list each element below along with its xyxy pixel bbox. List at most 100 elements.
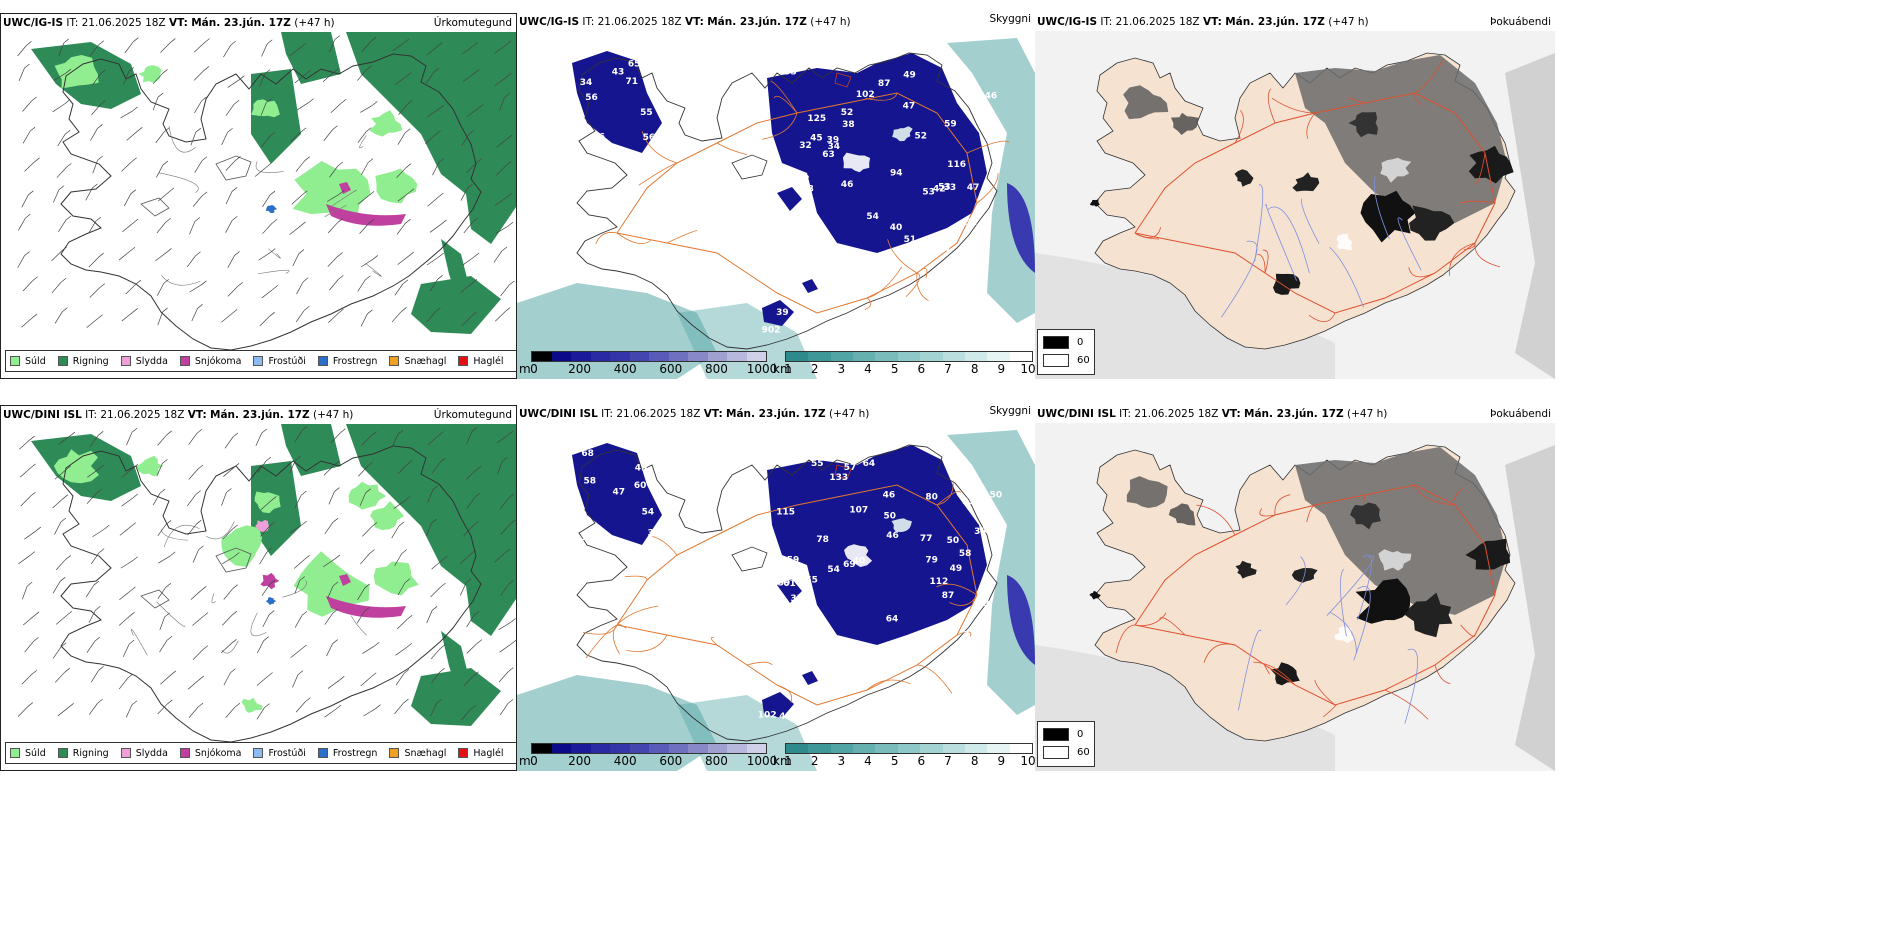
- precip-legend-label: Haglél: [473, 355, 504, 367]
- colorbar-strip: [785, 743, 1033, 754]
- colorbar-tick: 800: [704, 362, 728, 376]
- field-name: Úrkomutegund: [433, 409, 512, 421]
- precip-legend-item: Rigning: [57, 748, 109, 759]
- colorbar-segment: [629, 352, 649, 361]
- cloud-base-label: 43: [779, 712, 792, 722]
- precip-legend-item: Slydda: [120, 356, 168, 367]
- precip-legend-label: Snæhagl: [404, 747, 447, 759]
- precip-legend-item: Slydda: [120, 748, 168, 759]
- colorbar-tick: 8: [970, 362, 979, 376]
- cloud-base-label: 133: [803, 243, 822, 253]
- cloud-base-label: 49: [903, 71, 916, 81]
- colorbar-segment: [727, 744, 747, 753]
- cloud-base-label: 65: [628, 60, 641, 70]
- colorbar-segment: [629, 744, 649, 753]
- cloud-base-label: 60: [634, 481, 647, 491]
- precip-legend-label: Snjókoma: [194, 355, 242, 367]
- colorbar-tick: 4: [864, 362, 872, 376]
- colorbar-tick: 9: [997, 754, 1006, 768]
- fog-map: [1035, 423, 1555, 771]
- field-name: Skyggni: [989, 405, 1032, 417]
- cloud-base-label: 59: [944, 120, 957, 130]
- colorbar-tick: 600: [659, 754, 683, 768]
- colorbar-segment: [532, 352, 552, 361]
- cloud-base-label: 80: [925, 493, 938, 503]
- field-name: Þokuábendi: [1490, 408, 1551, 420]
- panel-title: UWC/IG-IS IT: 21.06.2025 18Z VT: Mán. 23…: [1037, 16, 1369, 28]
- panel-title: UWC/DINI ISL IT: 21.06.2025 18Z VT: Mán.…: [3, 409, 354, 421]
- cloud-base-label: 42: [797, 175, 810, 185]
- colorbar-segment: [707, 352, 727, 361]
- cloud-base-label: 93: [652, 56, 665, 66]
- colorbar-segment: [571, 352, 591, 361]
- colorbar-tick: 9: [997, 362, 1006, 376]
- colorbar-segment: [746, 744, 766, 753]
- colorbar-segment: [610, 352, 630, 361]
- cloud-base-label: 54: [642, 508, 655, 518]
- precip-legend-swatch: [179, 748, 190, 758]
- cloud-base-label: 35: [962, 497, 975, 507]
- cloud-base-label: 57: [844, 463, 857, 473]
- colorbar-tick: 200: [568, 754, 592, 768]
- colorbar-tick: 400: [613, 362, 637, 376]
- cloud-base-label: 150: [983, 491, 1002, 501]
- colorbar-segment: [875, 744, 898, 753]
- colorbar-tick: 6: [917, 362, 926, 376]
- colorbar-segment: [786, 352, 809, 361]
- cloud-base-label: 06: [607, 536, 620, 546]
- colorbar-segment: [875, 352, 898, 361]
- colorbar-tick: 3: [837, 362, 846, 376]
- cloud-base-label: 102: [856, 90, 875, 100]
- colorbar-segment: [668, 352, 688, 361]
- colorbar-unit: m: [519, 754, 531, 768]
- cloud-base-label: 52: [792, 606, 805, 616]
- precip-legend-swatch: [10, 356, 20, 366]
- cloud-base-label: 43: [971, 490, 984, 500]
- fog-legend: 0 60: [1037, 329, 1095, 375]
- cloud-base-label: 58: [959, 549, 972, 559]
- colorbar-tick: 1: [784, 362, 792, 376]
- colorbar-segment: [853, 352, 876, 361]
- colorbar-tick: 10: [1020, 754, 1035, 768]
- cloud-base-label: 35: [790, 594, 803, 604]
- fog-legend: 0 60: [1037, 721, 1095, 767]
- colorbar-tick: 200: [568, 362, 592, 376]
- colorbar-tick: 400: [613, 754, 637, 768]
- precip-legend-label: Frostúði: [268, 747, 306, 759]
- colorbar-strip: [785, 351, 1033, 362]
- colorbar-segment: [590, 744, 610, 753]
- cloud-base-label: 95: [784, 68, 797, 78]
- precip-legend-label: Rigning: [72, 355, 109, 367]
- cloud-base-label: 34: [580, 78, 593, 88]
- cloud-base-label: 50: [947, 536, 960, 546]
- precip-map: [17, 424, 516, 743]
- colorbar-segment: [590, 352, 610, 361]
- colorbar-segment: [942, 352, 965, 361]
- fog-legend-dark-label: 0: [1077, 729, 1084, 740]
- colorbar-segment: [688, 352, 708, 361]
- precip-legend-item: Frostregn: [317, 355, 378, 367]
- colorbar-segment: [987, 744, 1010, 753]
- cloud-base-label: 32: [799, 141, 812, 151]
- cloud-base-label: 42: [933, 185, 946, 195]
- precip-legend-item: Snjókoma: [179, 748, 241, 759]
- cloud-base-label: 133: [829, 473, 848, 483]
- precip-legend-label: Frostregn: [332, 355, 378, 367]
- cloud-base-label: 47: [613, 487, 626, 497]
- precip-legend-swatch: [253, 356, 264, 366]
- colorbar-tick: 0: [530, 362, 538, 376]
- colorbar-segment: [571, 744, 591, 753]
- cloud-base-label: 106: [777, 230, 796, 240]
- colorbar-segment: [746, 352, 766, 361]
- cloud-vis-panel-igis: UWC/IG-IS IT: 21.06.2025 18Z VT: Mán. 23…: [517, 13, 1035, 379]
- precip-legend-swatch: [10, 748, 20, 758]
- cloud-base-label: 37: [939, 245, 952, 255]
- fog-legend-dark-label: 0: [1077, 337, 1084, 348]
- cloud-base-label: 45: [810, 134, 823, 144]
- cloud-base-label: 52: [915, 131, 928, 141]
- precip-legend-item: Frostúði: [253, 747, 306, 759]
- fog-legend-light-label: 60: [1077, 747, 1090, 758]
- colorbar-segment: [897, 352, 921, 361]
- cloud-base-label: 54: [866, 212, 879, 222]
- cloud-base-label: 37: [963, 631, 976, 641]
